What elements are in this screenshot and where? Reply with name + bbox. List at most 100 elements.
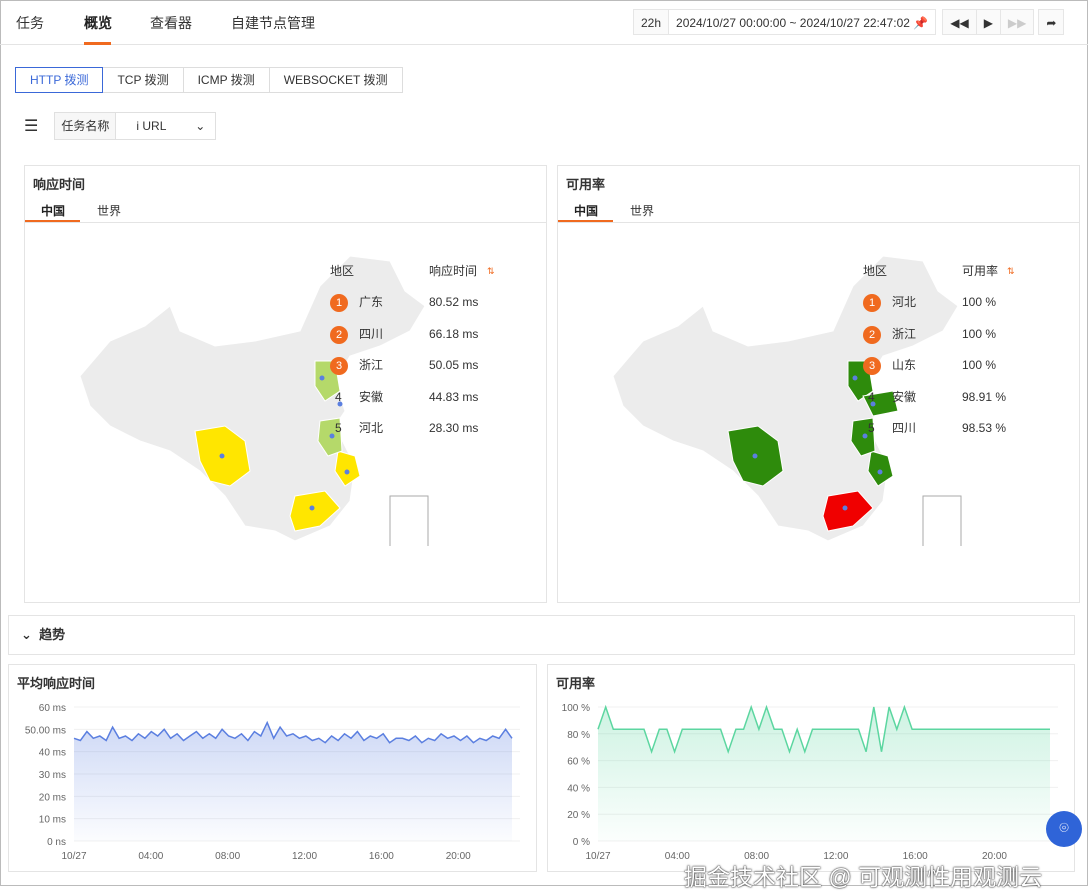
share-button[interactable]: ➦	[1038, 9, 1065, 35]
line-chart[interactable]: 0 % 20 % 40 % 60 % 80 % 100 % 10/27 04:00 08:00 1…	[548, 665, 1076, 873]
panel-title: 响应时间	[33, 177, 86, 192]
node-dot	[752, 453, 758, 459]
region-name: 浙江	[892, 326, 917, 341]
probe-type-tabs: HTTP 拨测 TCP 拨测 ICMP 拨测 WEBSOCKET 拨测	[15, 67, 403, 93]
chevron-down-icon: ⌄	[21, 627, 32, 642]
node-dot	[877, 469, 883, 475]
response-time-panel: 响应时间 中国 世界 地区 响应时间 ⇅ 1 广东 80.52 ms 2 四川 66.18 ms 3…	[24, 165, 547, 603]
y-tick-label: 10 ms	[39, 815, 66, 826]
rank-number: 1	[863, 292, 881, 312]
series-line	[73, 720, 513, 744]
y-tick-label: 60 %	[567, 757, 590, 768]
node-dot	[219, 453, 225, 459]
rank-number: 4	[335, 389, 342, 404]
tab-self-built-nodes[interactable]: 自建节点管理	[231, 15, 315, 31]
tab-world[interactable]: 世界	[630, 204, 655, 218]
region-value: 100 %	[962, 326, 997, 341]
time-range-short[interactable]: 22h	[633, 9, 670, 35]
tab-indicator	[25, 220, 80, 222]
line-chart[interactable]: 0 ns 10 ms 20 ms 30 ms 40 ms 50.00 ms 60 ms 10/…	[9, 665, 538, 873]
tab-overview[interactable]: 概览	[84, 15, 112, 31]
sort-icon[interactable]: ⇅	[487, 266, 495, 276]
region-name: 浙江	[359, 358, 384, 372]
rank-badge: 1	[863, 294, 881, 312]
node-dot	[862, 433, 868, 439]
trend-section-toggle[interactable]: ⌄ 趋势	[8, 615, 1075, 655]
x-tick-label: 12:00	[292, 851, 317, 862]
rank-number: 5	[335, 421, 342, 435]
region-value: 28.30 ms	[429, 421, 479, 435]
rank-number: 2	[330, 324, 348, 344]
rank-number: 1	[330, 292, 348, 312]
province-sd[interactable]	[862, 390, 899, 417]
x-tick-label: 08:00	[744, 851, 769, 862]
region-name: 河北	[892, 295, 917, 309]
y-tick-label: 80 %	[567, 730, 590, 741]
sort-icon[interactable]: ⇅	[1007, 266, 1015, 276]
y-tick-label: 30 ms	[39, 770, 66, 781]
node-dot	[319, 375, 325, 381]
rewind-button[interactable]: ◀◀	[942, 9, 977, 35]
rank-number: 3	[863, 355, 881, 375]
node-dot	[870, 401, 876, 407]
province-zj[interactable]	[867, 450, 894, 487]
fast-forward-button[interactable]: ▶▶	[1000, 9, 1035, 35]
tab-websocket[interactable]: WEBSOCKET 拨测	[268, 67, 403, 93]
tab-world[interactable]: 世界	[97, 204, 122, 218]
province-zj[interactable]	[334, 450, 361, 487]
task-name-label: 任务名称	[54, 112, 117, 140]
x-tick-label: 16:00	[903, 851, 928, 862]
watermark: 掘金技术社区 @ 可观测性用观测云	[684, 864, 1043, 890]
col-value[interactable]: 响应时间	[429, 264, 478, 278]
series-area	[598, 707, 1050, 841]
rank-number: 2	[863, 324, 881, 344]
region-name: 广东	[359, 295, 384, 309]
y-tick-label: 0 ns	[47, 837, 66, 848]
tab-china[interactable]: 中国	[574, 204, 599, 218]
tab-icmp[interactable]: ICMP 拨测	[182, 67, 270, 93]
time-range-text: 2024/10/27 00:00:00 ~ 2024/10/27 22:47:0…	[676, 16, 910, 30]
y-tick-label: 0 %	[573, 837, 590, 848]
col-region: 地区	[330, 264, 355, 278]
region-value: 66.18 ms	[429, 326, 479, 341]
time-range-picker[interactable]: 2024/10/27 00:00:00 ~ 2024/10/27 22:47:0…	[669, 9, 937, 35]
x-tick-label: 10/27	[585, 851, 610, 862]
y-tick-label: 20 ms	[39, 792, 66, 803]
filter-bar: ☰ 任务名称 i URL ⌄	[24, 112, 217, 140]
task-name-value: i URL	[136, 119, 167, 133]
active-tab-indicator	[84, 42, 111, 45]
tab-indicator	[558, 220, 613, 222]
time-range-bar: 22h 2024/10/27 00:00:00 ~ 2024/10/27 22:…	[633, 9, 1065, 35]
rank-badge: 2	[863, 325, 881, 344]
col-value[interactable]: 可用率	[962, 264, 999, 278]
tab-explorer[interactable]: 查看器	[150, 15, 192, 31]
rank-number: 5	[868, 421, 875, 435]
y-tick-label: 60 ms	[39, 703, 66, 714]
province-gd[interactable]	[822, 490, 874, 532]
ranking-table: 地区 响应时间 ⇅ 1 广东 80.52 ms 2 四川 66.18 ms 3 浙江 50.05 ms…	[330, 261, 540, 441]
tab-tasks[interactable]: 任务	[16, 15, 44, 31]
series-area	[74, 722, 512, 841]
region-name: 安徽	[359, 389, 384, 404]
region-value: 100 %	[962, 295, 997, 309]
region-value: 50.05 ms	[429, 358, 479, 372]
pin-icon[interactable]: 📌	[913, 16, 929, 30]
top-nav: 任务 概览 查看器 自建节点管理 22h 2024/10/27 00:00:00…	[0, 0, 1088, 45]
ranking-table: 地区 可用率 ⇅ 1 河北 100 % 2 浙江 100 % 3 山东 100 % 4 安徽 98.91 %…	[863, 261, 1073, 441]
rank-badge: 1	[330, 294, 348, 312]
tab-http[interactable]: HTTP 拨测	[15, 67, 104, 93]
screenshot-button[interactable]: ⌾	[1046, 811, 1082, 847]
task-name-select[interactable]: i URL ⌄	[116, 112, 217, 140]
tab-china[interactable]: 中国	[41, 204, 66, 218]
node-dot	[842, 505, 848, 511]
rank-number: 4	[868, 389, 875, 404]
series-line	[597, 704, 1050, 755]
rank-number: 3	[330, 355, 348, 375]
province-gd[interactable]	[289, 490, 341, 532]
filter-icon[interactable]: ☰	[24, 118, 39, 135]
rank-badge: 2	[330, 325, 348, 344]
play-button[interactable]: ▶	[976, 9, 1001, 35]
x-tick-label: 10/27	[61, 851, 86, 862]
tab-tcp[interactable]: TCP 拨测	[102, 67, 184, 93]
